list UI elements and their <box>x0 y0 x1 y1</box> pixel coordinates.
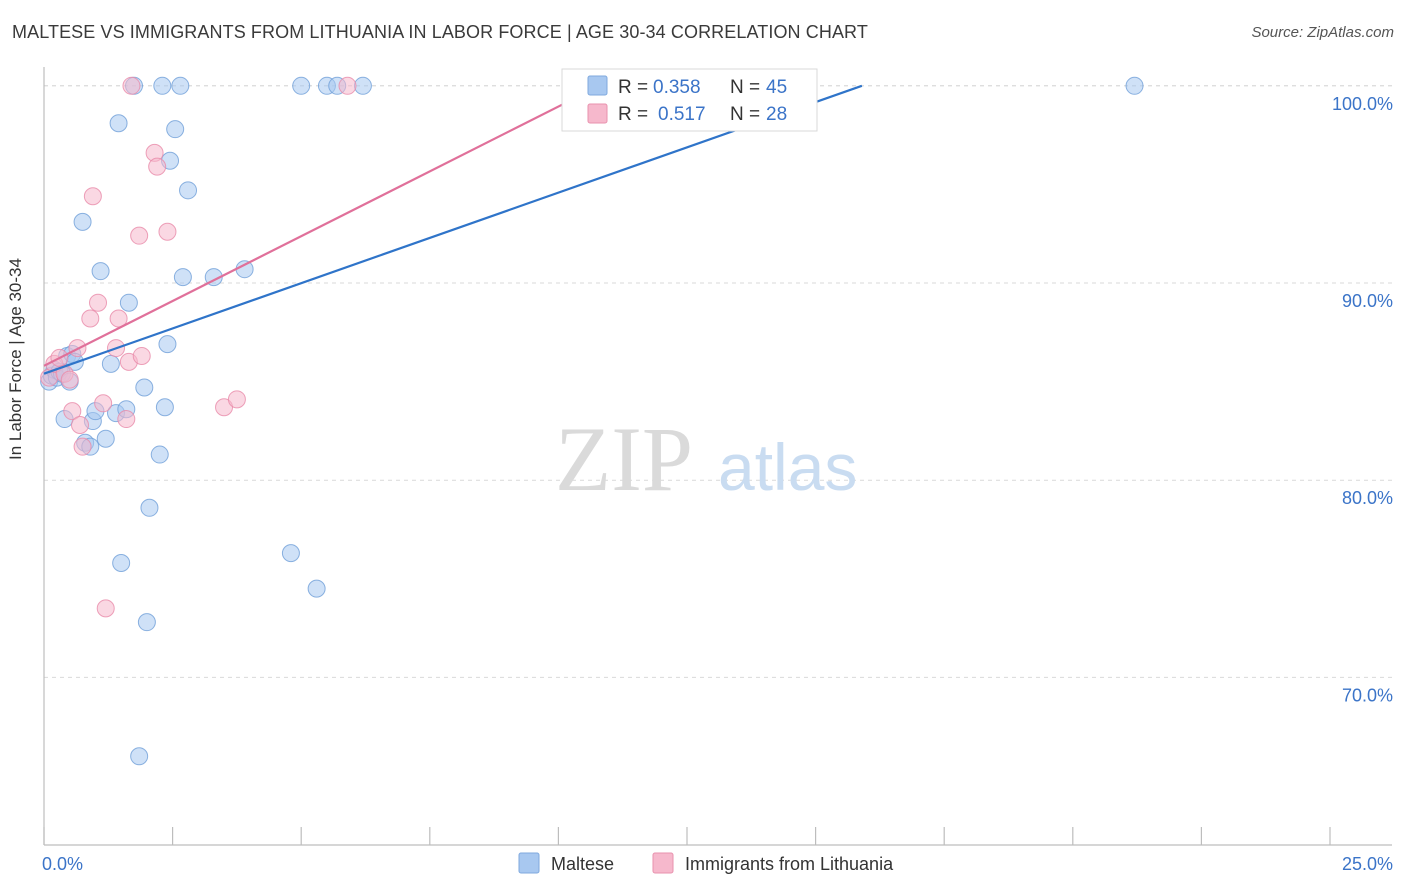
bottom-legend-swatch-lithuania <box>652 852 674 874</box>
bottom-legend: Maltese Immigrants from Lithuania <box>518 852 894 874</box>
point-maltese <box>109 114 128 133</box>
point-lithuania <box>148 157 167 176</box>
point-lithuania <box>89 293 108 312</box>
point-maltese <box>1125 76 1144 95</box>
point-maltese <box>112 554 131 573</box>
y-axis-label: In Labor Force | Age 30-34 <box>6 258 26 460</box>
point-lithuania <box>132 346 151 365</box>
point-lithuania <box>215 398 234 417</box>
y-axis-label-text: In Labor Force | Age 30-34 <box>6 258 25 460</box>
point-lithuania <box>130 226 149 245</box>
point-maltese <box>173 268 192 287</box>
point-lithuania <box>94 394 113 413</box>
legend-n-value-maltese: 45 <box>766 77 787 98</box>
watermark-atlas: atlas <box>718 430 857 504</box>
point-lithuania <box>117 410 136 429</box>
point-lithuania <box>109 309 128 328</box>
point-maltese <box>166 120 185 139</box>
point-maltese <box>158 335 177 354</box>
watermark-zip: ZIP <box>555 408 693 510</box>
point-lithuania <box>63 402 82 421</box>
point-lithuania <box>96 599 115 618</box>
legend-n-label-maltese: N = <box>730 77 760 98</box>
y-tick-label: 90.0% <box>1342 291 1393 311</box>
point-lithuania <box>122 76 141 95</box>
point-lithuania <box>83 187 102 206</box>
legend-r-value-lithuania: 0.517 <box>658 104 706 125</box>
legend-r-label-maltese: R = <box>618 77 648 98</box>
point-maltese <box>235 260 254 279</box>
chart-title: MALTESE VS IMMIGRANTS FROM LITHUANIA IN … <box>12 22 868 42</box>
point-maltese <box>91 262 110 281</box>
y-tick-label: 70.0% <box>1342 685 1393 705</box>
point-maltese <box>137 613 156 632</box>
point-lithuania <box>73 437 92 456</box>
point-maltese <box>130 747 149 766</box>
point-lithuania <box>158 222 177 241</box>
point-lithuania <box>60 370 79 389</box>
point-maltese <box>307 579 326 598</box>
source-credit: Source: ZipAtlas.com <box>1251 24 1394 41</box>
point-lithuania <box>338 76 357 95</box>
gridlines <box>44 85 1392 678</box>
y-tick-label: 100.0% <box>1332 94 1393 114</box>
bottom-legend-label-maltese: Maltese <box>551 854 614 874</box>
legend-n-value-lithuania: 28 <box>766 104 787 125</box>
y-tick-label: 80.0% <box>1342 488 1393 508</box>
x-tick-label-max: 25.0% <box>1342 854 1393 874</box>
point-maltese <box>135 378 154 397</box>
point-maltese <box>281 544 300 563</box>
point-maltese <box>119 293 138 312</box>
legend-box: R = 0.358 N = 45 R = 0.517 N = 28 <box>561 68 818 132</box>
point-maltese <box>171 76 190 95</box>
legend-r-value-maltese: 0.358 <box>653 77 701 98</box>
point-maltese <box>101 354 120 373</box>
point-maltese <box>73 212 92 231</box>
point-maltese <box>153 76 172 95</box>
tick-labels: 70.0% 80.0% 90.0% 100.0% 0.0% 25.0% <box>42 94 1393 874</box>
point-maltese <box>353 76 372 95</box>
point-maltese <box>96 429 115 448</box>
data-points <box>40 76 1144 766</box>
point-maltese <box>179 181 198 200</box>
point-maltese <box>292 76 311 95</box>
axes <box>43 67 1392 846</box>
legend-swatch-maltese <box>587 75 608 96</box>
point-lithuania <box>71 415 90 434</box>
trend-lines <box>43 84 863 375</box>
legend-swatch-lithuania <box>587 103 608 124</box>
x-tick-label-min: 0.0% <box>42 854 83 874</box>
point-maltese <box>140 498 159 517</box>
bottom-legend-swatch-maltese <box>518 852 540 874</box>
watermark: ZIP atlas <box>555 408 857 510</box>
trendline-maltese <box>43 84 863 375</box>
point-lithuania <box>227 390 246 409</box>
bottom-legend-label-lithuania: Immigrants from Lithuania <box>685 854 894 874</box>
trendline-lithuania <box>43 84 601 367</box>
point-lithuania <box>81 309 100 328</box>
legend-r-label-lithuania: R = <box>618 104 648 125</box>
point-maltese <box>155 398 174 417</box>
legend-n-label-lithuania: N = <box>730 104 760 125</box>
point-maltese <box>150 445 169 464</box>
